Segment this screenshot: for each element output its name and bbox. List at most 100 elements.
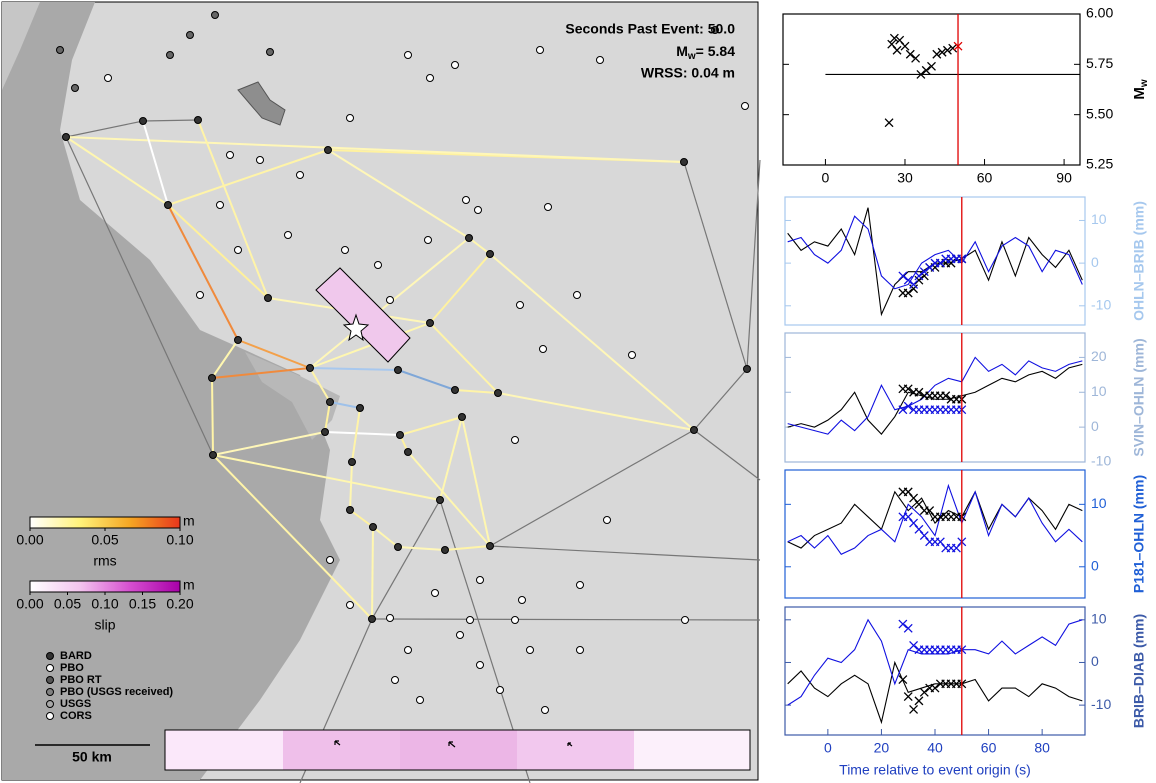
y-tick-label: -10	[1091, 453, 1111, 469]
network-link	[372, 527, 373, 619]
y-tick-label: 5.50	[1086, 105, 1113, 121]
station	[209, 375, 216, 382]
legend-marker	[47, 689, 54, 696]
station	[322, 429, 329, 436]
station	[432, 590, 439, 597]
station	[327, 399, 334, 406]
station	[397, 432, 404, 439]
figure: 50 km Seconds Past Event: 50.0 Mw= 5.84 …	[0, 0, 1156, 783]
station	[527, 647, 534, 654]
legend-marker	[47, 665, 54, 672]
station	[459, 414, 466, 421]
station	[597, 57, 604, 64]
station	[267, 49, 274, 56]
legend-label: BARD	[60, 650, 92, 662]
x-tick-label: 40	[927, 740, 943, 756]
colorbar-tick-label: 0.10	[166, 532, 193, 548]
station	[540, 346, 547, 353]
station	[452, 387, 459, 394]
colorbar-label: rms	[93, 553, 116, 569]
station	[437, 497, 444, 504]
x-tick-label: 20	[874, 740, 890, 756]
station	[349, 459, 356, 466]
station	[742, 103, 749, 110]
legend-label: USGS	[60, 698, 91, 710]
station	[395, 544, 402, 551]
y-tick-label: 0	[1091, 557, 1099, 573]
annotation: WRSS: 0.04 m	[641, 65, 735, 81]
y-tick-label: 10	[1091, 383, 1107, 399]
colorbar-tick-label: 0.15	[129, 596, 156, 612]
y-axis-label: OHLN–BRIB (mm)	[1131, 201, 1147, 321]
annotation-part: M	[676, 43, 688, 59]
x-tick-label: 60	[977, 170, 993, 186]
station	[457, 632, 464, 639]
station	[212, 12, 219, 19]
station	[577, 647, 584, 654]
station	[744, 366, 751, 373]
station	[477, 662, 484, 669]
station	[427, 320, 434, 327]
colorbar-label: slip	[94, 617, 115, 633]
station	[542, 707, 549, 714]
legend-label: CORS	[60, 710, 92, 722]
legend-label: PBO	[60, 662, 84, 674]
y-tick-label: 6.00	[1086, 5, 1113, 21]
x-tick-label: 90	[1056, 170, 1072, 186]
y-axis-label: BRIB–DIAB (mm)	[1131, 614, 1147, 728]
station	[265, 295, 272, 302]
station	[537, 47, 544, 54]
station	[195, 117, 202, 124]
station	[487, 543, 494, 550]
station	[72, 85, 79, 92]
station	[210, 452, 217, 459]
station	[691, 427, 698, 434]
x-tick-label: 0	[824, 740, 832, 756]
station	[477, 577, 484, 584]
station	[519, 597, 526, 604]
y-tick-label: 5.75	[1086, 55, 1113, 71]
y-tick-label: 0	[1091, 418, 1099, 434]
annotation-part: = 5.84	[696, 43, 736, 59]
station	[347, 602, 354, 609]
station	[487, 251, 494, 258]
y-axis-label-part: w	[1139, 79, 1150, 88]
legend-marker	[47, 677, 54, 684]
station	[217, 202, 224, 209]
slip-cell	[283, 730, 400, 770]
legend-marker	[47, 713, 54, 720]
x-tick-label: 80	[1034, 740, 1050, 756]
station	[577, 582, 584, 589]
station	[452, 62, 459, 69]
station	[342, 247, 349, 254]
station	[497, 687, 504, 694]
slip-cell	[634, 730, 750, 770]
y-tick-label: 10	[1091, 495, 1107, 511]
station	[392, 677, 399, 684]
station	[227, 152, 234, 159]
slip-cell	[165, 730, 283, 770]
colorbar	[30, 517, 180, 528]
station	[325, 147, 332, 154]
station	[235, 247, 242, 254]
station	[257, 157, 264, 164]
scale-label: 50 km	[72, 749, 112, 765]
colorbar-tick-label: 0.00	[16, 532, 43, 548]
colorbar-tick-label: 0.00	[16, 596, 43, 612]
y-axis-label-part: M	[1131, 87, 1148, 100]
station	[167, 52, 174, 59]
station	[57, 47, 64, 54]
legend-marker	[47, 653, 54, 660]
station	[63, 134, 70, 141]
y-tick-label: 0	[1091, 254, 1099, 270]
map: 50 km Seconds Past Event: 50.0 Mw= 5.84 …	[2, 2, 760, 783]
x-axis-label: Time relative to event origin (s)	[839, 762, 1031, 778]
station	[105, 75, 112, 82]
slip-strip	[165, 730, 750, 770]
station	[495, 390, 502, 397]
y-axis-label: P181–OHLN (mm)	[1131, 475, 1147, 593]
colorbar-tick-label: 0.05	[91, 532, 118, 548]
colorbar	[30, 581, 180, 592]
legend-marker	[47, 701, 54, 708]
station	[285, 232, 292, 239]
